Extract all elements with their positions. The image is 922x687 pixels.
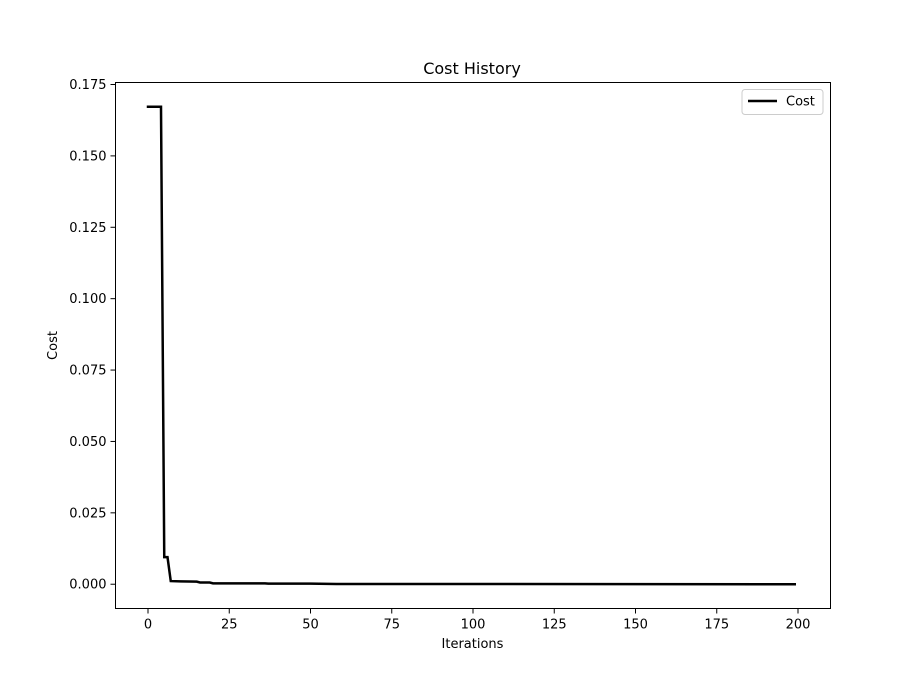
y-tick-label: 0.000 [69, 578, 106, 593]
plot-frame [115, 82, 831, 609]
chart-title: Cost History [423, 59, 521, 78]
x-tick-label: 125 [542, 618, 567, 633]
y-tick-label: 0.100 [69, 292, 106, 307]
x-tick-label: 0 [144, 618, 152, 633]
legend-box [741, 89, 824, 115]
legend-entry-cost: Cost [786, 95, 815, 110]
y-tick-label: 0.125 [69, 221, 106, 236]
legend: Cost [741, 89, 824, 115]
series-line-cost [146, 105, 797, 586]
x-tick-label: 50 [302, 618, 319, 633]
x-axis-label: Iterations [442, 637, 504, 652]
x-tick-label: 175 [704, 618, 729, 633]
y-axis-label: Cost [46, 331, 61, 360]
y-tick-label: 0.025 [69, 506, 106, 521]
x-tick-label: 25 [221, 618, 238, 633]
x-tick-label: 100 [461, 618, 486, 633]
x-tick-label: 200 [786, 618, 811, 633]
y-tick-label: 0.150 [69, 149, 106, 164]
x-tick-label: 75 [383, 618, 400, 633]
y-tick-label: 0.075 [69, 364, 106, 379]
y-tick-label: 0.050 [69, 435, 106, 450]
x-tick-label: 150 [623, 618, 648, 633]
y-tick-label: 0.175 [69, 78, 106, 93]
